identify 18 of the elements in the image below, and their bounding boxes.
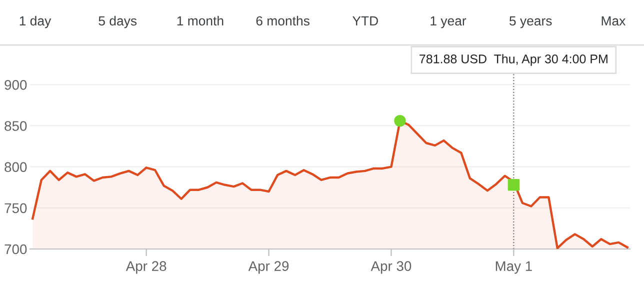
annotation: 781.88 USD Thu, Apr 30 4:00 PM	[420, 54, 608, 66]
text: 6 months	[256, 16, 310, 26]
text: 5 days	[98, 16, 137, 28]
y-tick-label: 800	[4, 162, 27, 172]
y-tick-label: 750	[4, 203, 27, 214]
x-tick-label: Apr 28	[126, 261, 166, 274]
x-tick-label: Apr 30	[370, 261, 412, 274]
text: YTD	[352, 16, 378, 26]
y-tick-label: 900	[4, 80, 27, 90]
text: 1 month	[177, 16, 224, 26]
x-tick-label: Apr 29	[248, 261, 289, 274]
text: Max	[602, 16, 626, 26]
y-tick-label: 850	[4, 121, 27, 131]
text: 5 years	[509, 16, 552, 28]
text: 1 year	[430, 16, 466, 28]
y-tick-label: 700	[4, 244, 27, 254]
x-tick-label: May 1	[496, 261, 532, 274]
text: 1 day	[20, 16, 52, 28]
